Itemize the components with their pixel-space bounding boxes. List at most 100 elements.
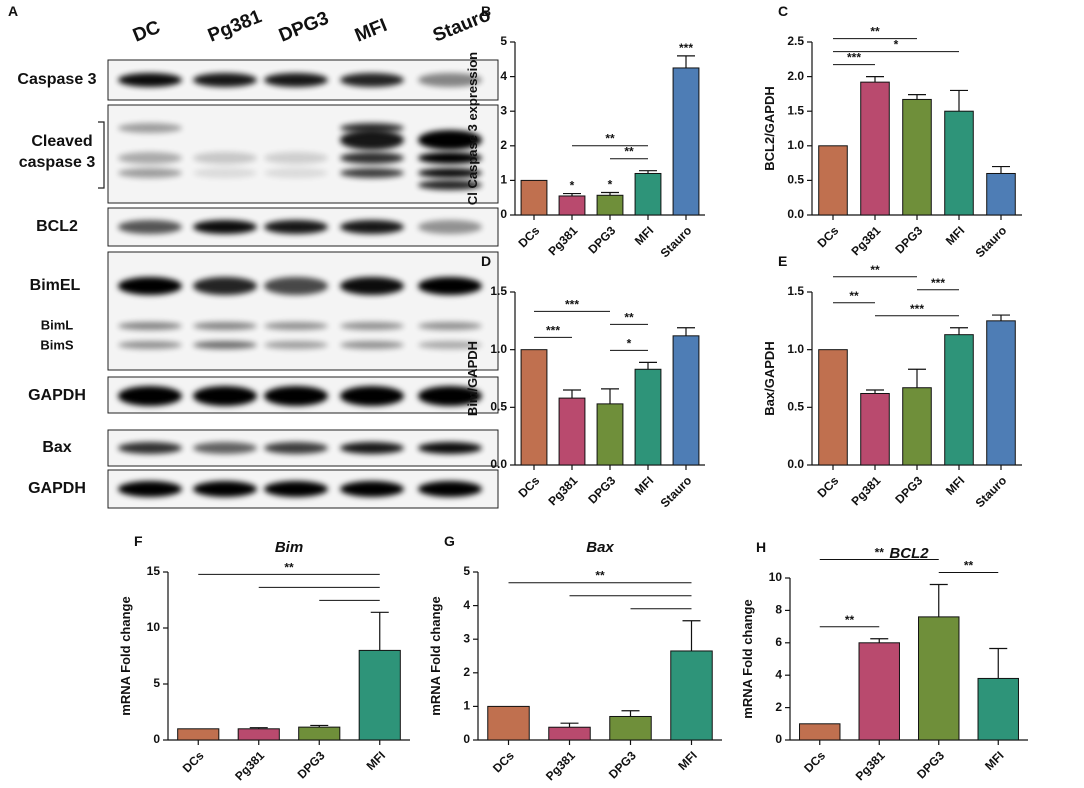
- y-tick-label: 4: [775, 667, 782, 681]
- y-tick-label: 3: [463, 631, 470, 645]
- blot-band: [193, 481, 257, 497]
- y-tick-label: 0: [153, 732, 160, 746]
- error-bar: [908, 93, 926, 100]
- x-tick-label: Stauro: [658, 473, 695, 510]
- error-bar: [560, 722, 579, 728]
- y-tick-label: 8: [775, 603, 782, 617]
- row-label: caspase 3: [19, 154, 96, 171]
- blot-band: [340, 152, 404, 164]
- bar: [634, 368, 662, 466]
- bar: [986, 320, 1016, 466]
- lane-label: Pg381: [205, 6, 265, 47]
- panel-letter: H: [756, 539, 766, 555]
- x-tick-label: DPG3: [892, 223, 925, 256]
- x-tick-label: DPG3: [295, 748, 328, 781]
- x-tick-label: DCs: [814, 223, 841, 250]
- blot-band: [118, 73, 182, 87]
- chart-title: Bax: [586, 539, 614, 556]
- significance-mark: **: [964, 558, 974, 572]
- panel-letter: E: [778, 253, 787, 269]
- y-tick-label: 5: [500, 34, 507, 48]
- blot-band: [340, 481, 404, 497]
- significance-mark: *: [627, 336, 632, 350]
- x-tick-label: Pg381: [848, 223, 883, 258]
- blot-band: [418, 130, 482, 150]
- bar: [558, 397, 586, 466]
- x-tick-label: DCs: [490, 748, 517, 775]
- row-label: BimEL: [30, 277, 81, 294]
- y-axis-label: Cl Caspase 3 expression: [465, 52, 480, 205]
- blot-band: [264, 442, 328, 454]
- significance-mark: **: [849, 289, 859, 303]
- bracket: [98, 121, 105, 189]
- blot-band: [193, 220, 257, 234]
- significance-mark: **: [875, 545, 885, 559]
- y-tick-label: 0.5: [787, 173, 804, 187]
- x-tick-label: MFI: [675, 748, 700, 773]
- significance-mark: **: [624, 145, 634, 159]
- blot-band: [264, 386, 328, 406]
- y-tick-label: 1.5: [490, 284, 507, 298]
- blot-band: [118, 277, 182, 295]
- row-label: GAPDH: [28, 387, 86, 404]
- blot-band: [418, 277, 482, 295]
- error-bar: [682, 620, 701, 651]
- bar: [986, 172, 1016, 216]
- x-tick-label: DCs: [515, 473, 542, 500]
- error-bar: [639, 361, 657, 370]
- chart-title: Bim: [275, 539, 303, 556]
- blot-band: [418, 386, 482, 406]
- bar: [860, 81, 890, 216]
- blot-band: [340, 73, 404, 87]
- lane-label: DPG3: [276, 8, 332, 47]
- error-bar: [601, 191, 619, 196]
- y-tick-label: 2.0: [787, 69, 804, 83]
- panel-letter: G: [444, 533, 455, 549]
- blot-band: [264, 168, 328, 178]
- y-tick-label: 3: [500, 103, 507, 117]
- error-bar: [908, 368, 926, 388]
- blot-band: [418, 152, 482, 164]
- blot-band: [264, 277, 328, 295]
- x-tick-label: Pg381: [545, 223, 580, 258]
- error-bar: [310, 724, 329, 728]
- row-label: GAPDH: [28, 480, 86, 497]
- y-tick-label: 1.0: [787, 138, 804, 152]
- blot-band: [264, 152, 328, 164]
- blot-band: [193, 386, 257, 406]
- panel-letter: F: [134, 533, 143, 549]
- bar: [596, 403, 624, 466]
- row-label: Caspase 3: [17, 71, 96, 88]
- y-tick-label: 0.5: [787, 400, 804, 414]
- blot-band: [193, 322, 257, 330]
- error-bar: [929, 583, 948, 617]
- row-label: Cleaved: [31, 133, 92, 150]
- blot-band: [340, 277, 404, 295]
- error-bar: [992, 165, 1010, 174]
- y-tick-label: 0: [775, 732, 782, 746]
- bar: [358, 649, 401, 741]
- y-tick-label: 1.0: [490, 342, 507, 356]
- error-bar: [639, 170, 657, 174]
- error-bar: [370, 611, 389, 651]
- y-tick-label: 4: [500, 69, 507, 83]
- panel-letter: D: [481, 253, 491, 269]
- significance-mark: *: [608, 178, 613, 192]
- blot-band: [264, 73, 328, 87]
- bar: [177, 728, 220, 741]
- bar: [596, 194, 624, 216]
- y-axis-label: mRNA Fold change: [118, 596, 133, 715]
- blot-band: [418, 220, 482, 234]
- y-tick-label: 0.0: [490, 457, 507, 471]
- y-axis-label: Bim/GAPDH: [465, 341, 480, 416]
- x-tick-label: MFI: [982, 748, 1007, 773]
- blot-band: [340, 386, 404, 406]
- y-axis-label: BCL2/GAPDH: [762, 86, 777, 171]
- error-bar: [563, 192, 581, 196]
- y-tick-label: 6: [775, 635, 782, 649]
- significance-mark: ***: [679, 41, 693, 55]
- error-bar: [249, 727, 268, 729]
- blot-band: [193, 442, 257, 454]
- error-bar: [866, 76, 884, 83]
